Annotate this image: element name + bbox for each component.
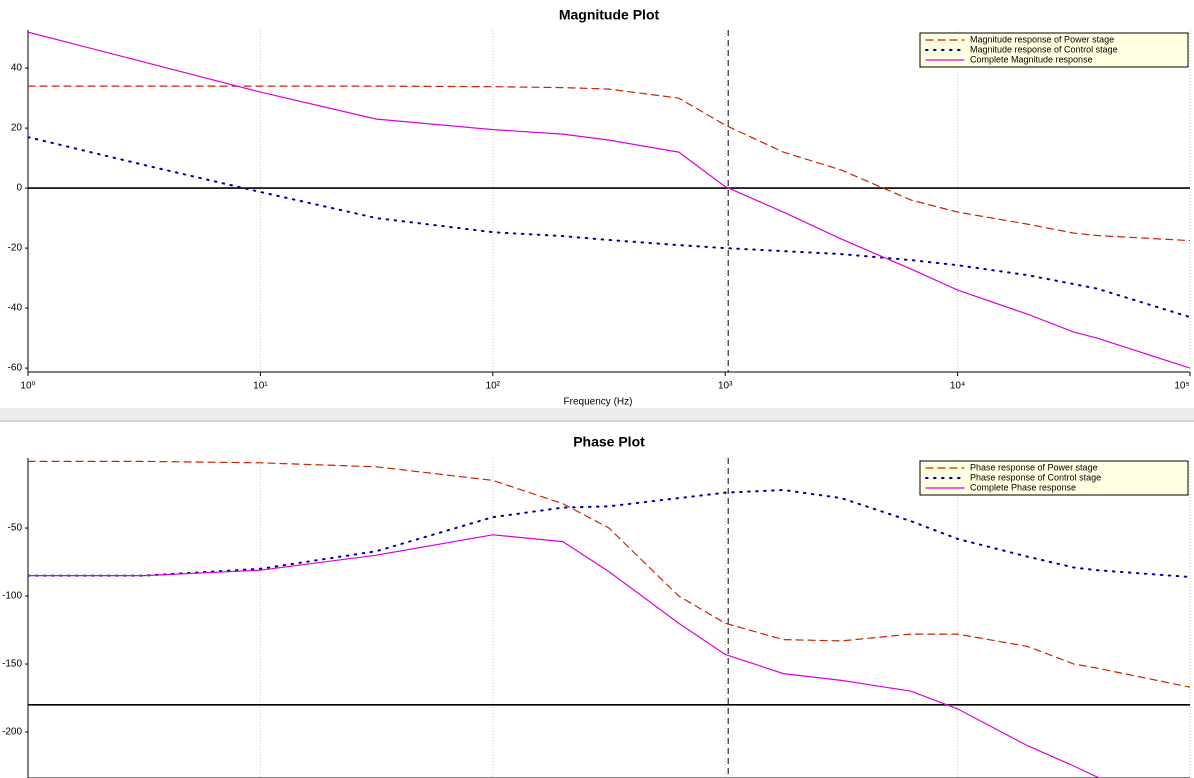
x-tick-label: 10²: [486, 381, 501, 392]
legend-box: [919, 460, 1189, 496]
y-tick-label: 40: [11, 63, 23, 74]
legend-label: Complete Phase response: [970, 482, 1076, 492]
y-tick-label: -60: [8, 363, 23, 374]
series-line: [28, 85, 1190, 242]
y-tick-label: -50: [8, 523, 23, 534]
y-tick-label: -150: [2, 659, 22, 670]
x-tick-label: 10⁴: [950, 381, 965, 392]
legend-label: Magnitude response of Control stage: [970, 44, 1118, 54]
legend-label: Magnitude response of Power stage: [970, 34, 1114, 44]
y-tick-label: -200: [2, 727, 22, 738]
series-line: [28, 136, 1190, 319]
series-line: [28, 534, 1102, 778]
legend-box: [919, 32, 1189, 68]
chart-title: Magnitude Plot: [559, 7, 660, 23]
x-tick-label: 10³: [718, 381, 733, 392]
y-tick-label: -100: [2, 591, 22, 602]
y-tick-label: 20: [11, 123, 23, 134]
chart-title: Phase Plot: [573, 434, 645, 450]
x-tick-label: 10⁵: [1174, 381, 1189, 392]
legend-label: Phase response of Power stage: [970, 462, 1098, 472]
series-line: [28, 31, 1190, 369]
legend-label: Complete Magnitude response: [970, 54, 1093, 64]
series-line: [28, 488, 1190, 578]
x-tick-label: 10¹: [253, 381, 268, 392]
x-tick-label: 10⁰: [20, 381, 35, 392]
y-tick-label: -40: [8, 303, 23, 314]
x-axis-label: Frequency (Hz): [564, 397, 633, 408]
y-tick-label: 0: [16, 183, 22, 194]
separator: [0, 408, 1194, 422]
y-tick-label: -20: [8, 243, 23, 254]
legend-label: Phase response of Control stage: [970, 472, 1101, 482]
